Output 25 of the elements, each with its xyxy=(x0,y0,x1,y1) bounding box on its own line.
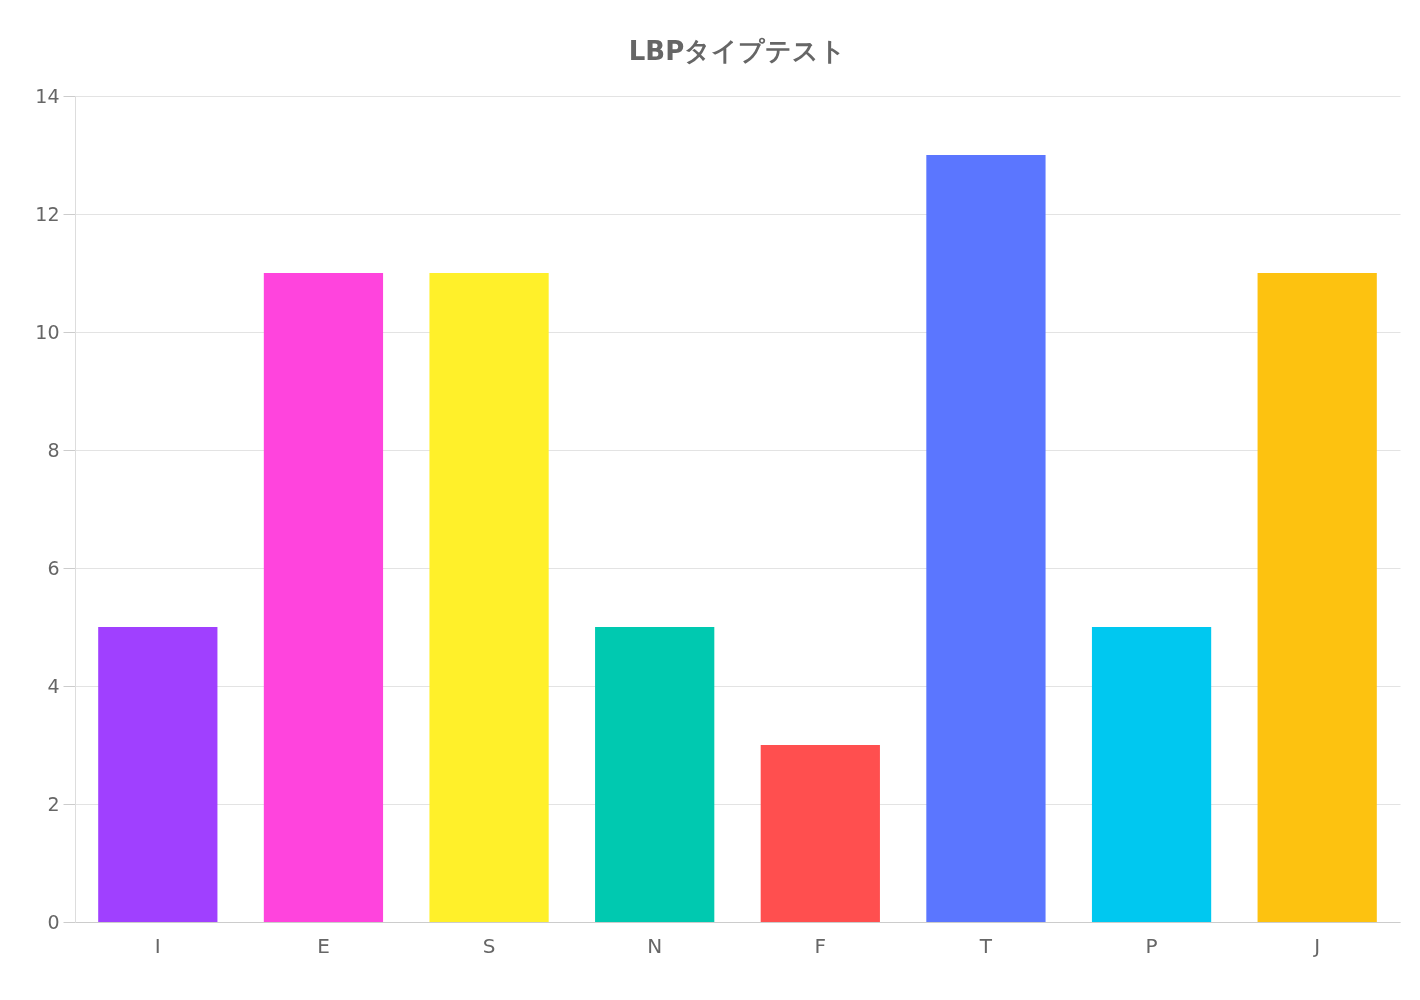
bar xyxy=(263,273,384,922)
x-tick-label: E xyxy=(317,933,330,958)
y-tick-label: 12 xyxy=(35,202,60,225)
bar xyxy=(1257,273,1377,922)
x-tick-label: S xyxy=(482,933,496,958)
chart-title: LBPタイプテスト xyxy=(628,36,847,66)
x-tick-label: T xyxy=(978,933,993,958)
x-tick-label: J xyxy=(1312,933,1321,958)
x-tick-label: P xyxy=(1145,933,1158,958)
x-tick-label: N xyxy=(647,933,663,958)
y-tick-label: 0 xyxy=(47,910,60,933)
bar xyxy=(429,273,549,922)
y-tick-label: 6 xyxy=(47,556,60,579)
bar xyxy=(760,745,880,922)
bar xyxy=(1091,627,1212,922)
y-tick-label: 2 xyxy=(47,792,60,815)
x-tick-label: F xyxy=(814,933,827,958)
bar xyxy=(98,627,218,922)
bar xyxy=(595,627,715,922)
y-tick-label: 4 xyxy=(47,674,60,697)
y-tick-label: 14 xyxy=(35,84,60,107)
y-tick-label: 10 xyxy=(35,320,60,343)
x-tick-label: I xyxy=(154,933,161,958)
bar xyxy=(926,155,1046,922)
y-tick-label: 8 xyxy=(47,438,60,461)
